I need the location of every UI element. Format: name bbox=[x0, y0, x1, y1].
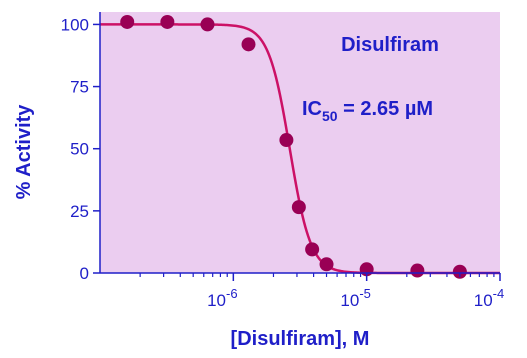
data-point-3 bbox=[241, 37, 256, 52]
x-tick-label-0: 10-6 bbox=[207, 286, 237, 310]
x-tick-exponent: -4 bbox=[493, 286, 505, 301]
x-tick-label-1: 10-5 bbox=[340, 286, 370, 310]
data-point-10 bbox=[452, 264, 467, 279]
data-point-1 bbox=[160, 14, 175, 29]
data-point-4 bbox=[279, 133, 294, 148]
x-tick-base: 10 bbox=[474, 291, 493, 310]
y-tick-label-50: 50 bbox=[70, 140, 89, 159]
compound-label: Disulfiram bbox=[341, 34, 439, 56]
plot-area bbox=[100, 12, 500, 273]
ic50-prefix: IC bbox=[302, 98, 322, 120]
y-tick-label-75: 75 bbox=[70, 78, 89, 97]
ic50-value: = 2.65 µM bbox=[338, 98, 433, 120]
ic50-label: IC50 = 2.65 µM bbox=[302, 98, 433, 124]
x-tick-exponent: -6 bbox=[226, 286, 238, 301]
ic50-subscript: 50 bbox=[322, 108, 338, 124]
data-point-5 bbox=[291, 200, 306, 215]
data-point-6 bbox=[305, 242, 320, 257]
data-point-9 bbox=[410, 263, 425, 278]
x-tick-label-2: 10-4 bbox=[474, 286, 504, 310]
x-tick-exponent: -5 bbox=[359, 286, 371, 301]
data-point-2 bbox=[200, 17, 215, 32]
y-axis-title: % Activity bbox=[13, 104, 35, 200]
y-tick-label-100: 100 bbox=[61, 15, 89, 34]
data-point-0 bbox=[120, 14, 135, 29]
x-axis-title: [Disulfiram], M bbox=[231, 328, 370, 350]
y-tick-label-25: 25 bbox=[70, 202, 89, 221]
y-tick-label-0: 0 bbox=[80, 264, 89, 283]
data-points-layer bbox=[120, 14, 467, 279]
x-tick-base: 10 bbox=[207, 291, 226, 310]
data-point-7 bbox=[319, 257, 334, 272]
x-tick-base: 10 bbox=[340, 291, 359, 310]
